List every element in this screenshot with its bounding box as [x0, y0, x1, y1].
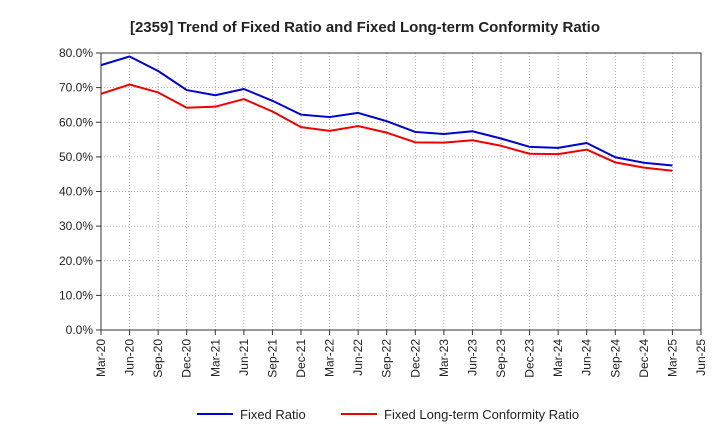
- x-tick-label: Mar-24: [551, 339, 565, 377]
- x-tick-label: Jun-23: [465, 339, 479, 376]
- y-tick-label: 40.0%: [59, 185, 93, 199]
- x-tick-label: Jun-22: [351, 339, 365, 376]
- series-line-fixed-long-term-conformity-ratio: [100, 83, 673, 172]
- y-tick-label: 10.0%: [59, 288, 93, 302]
- axis-layer: 0.0% 10.0% 20.0% 30.0% 40.0% 50.0% 60.0% 70.0% 8…: [59, 46, 708, 378]
- x-tick-label: Dec-20: [180, 339, 194, 378]
- y-tick-label: 80.0%: [59, 46, 93, 60]
- plot-frame: [100, 52, 702, 331]
- grid-layer: [101, 52, 701, 330]
- legend: Fixed Ratio Fixed Long-term Conformity Ra…: [197, 407, 579, 422]
- chart-title: [2359] Trend of Fixed Ratio and Fixed Lo…: [130, 19, 600, 36]
- x-tick-label: Sep-23: [494, 339, 508, 378]
- x-tick-label: Mar-20: [94, 339, 108, 377]
- y-tick-label: 50.0%: [59, 150, 93, 164]
- legend-label: Fixed Ratio: [240, 407, 306, 422]
- x-tick-label: Sep-22: [380, 339, 394, 378]
- x-tick-label: Jun-21: [237, 339, 251, 376]
- x-tick-label: Jun-20: [123, 339, 137, 376]
- x-tick-label: Mar-25: [665, 339, 679, 377]
- x-tick-label: Jun-25: [694, 339, 708, 376]
- series-layer: [100, 55, 673, 172]
- x-tick-label: Mar-22: [323, 339, 337, 377]
- x-tick-label: Mar-21: [208, 339, 222, 377]
- y-tick-label: 20.0%: [59, 254, 93, 268]
- x-tick-label: Dec-23: [523, 339, 537, 378]
- x-tick-label: Sep-21: [265, 339, 279, 378]
- y-tick-label: 70.0%: [59, 81, 93, 95]
- x-tick-label: Dec-24: [637, 339, 651, 378]
- x-tick-label: Sep-20: [151, 339, 165, 378]
- y-tick-label: 30.0%: [59, 219, 93, 233]
- series-line-fixed-ratio: [100, 55, 673, 167]
- x-tick-label: Dec-21: [294, 339, 308, 378]
- x-tick-label: Sep-24: [608, 339, 622, 378]
- x-tick-label: Mar-23: [437, 339, 451, 377]
- y-tick-label: 0.0%: [66, 323, 94, 337]
- x-tick-label: Jun-24: [580, 339, 594, 376]
- y-tick-label: 60.0%: [59, 115, 93, 129]
- legend-label: Fixed Long-term Conformity Ratio: [384, 407, 579, 422]
- x-tick-label: Dec-22: [408, 339, 422, 378]
